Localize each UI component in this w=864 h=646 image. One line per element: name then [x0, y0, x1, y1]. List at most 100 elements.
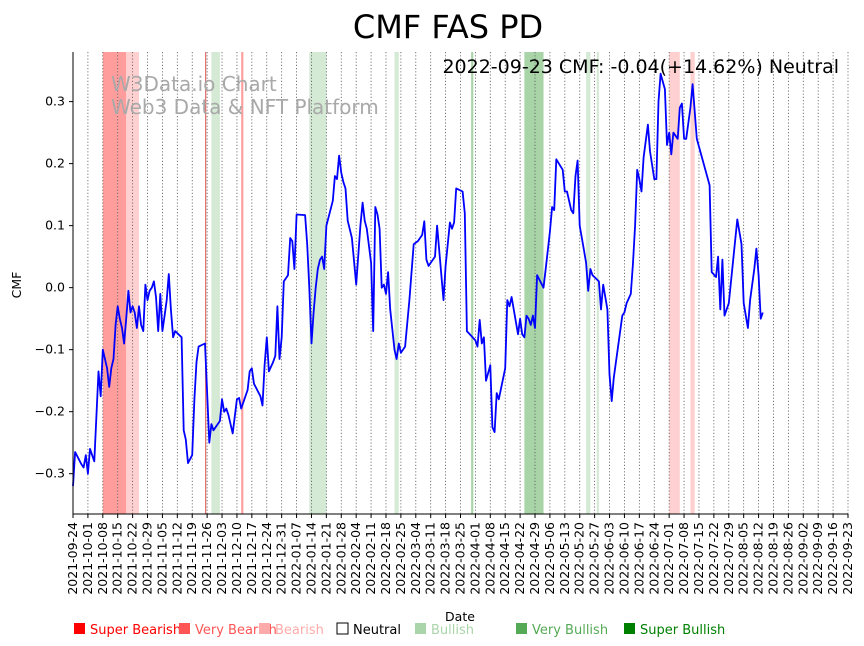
y-axis-ticks: −0.3 −0.2 −0.1 0.0 0.1 0.2 0.3 — [35, 94, 73, 481]
x-tick-label: 2022-04-22 — [512, 522, 527, 595]
signal-band-14 — [669, 52, 680, 514]
x-tick-label: 2021-10-01 — [80, 522, 95, 595]
x-tick-label: 2022-02-25 — [393, 522, 408, 595]
legend-swatch — [624, 623, 635, 634]
x-tick-label: 2022-01-28 — [333, 522, 348, 595]
y-tick-label: −0.3 — [35, 466, 65, 481]
x-tick-label: 2021-12-10 — [229, 522, 244, 595]
x-tick-label: 2021-10-22 — [125, 522, 140, 595]
x-tick-label: 2022-07-29 — [721, 522, 736, 595]
x-tick-label: 2022-08-26 — [780, 522, 795, 595]
x-tick-label: 2021-12-17 — [244, 522, 259, 595]
legend-label: Bullish — [431, 623, 474, 638]
watermark: W3Data.io Chart Web3 Data & NFT Platform — [111, 72, 379, 119]
x-tick-label: 2022-05-20 — [572, 522, 587, 595]
x-tick-label: 2022-06-17 — [631, 522, 646, 595]
x-tick-label: 2022-09-23 — [840, 522, 855, 595]
y-tick-label: 0.0 — [45, 280, 65, 295]
x-tick-label: 2022-07-15 — [691, 522, 706, 595]
x-tick-label: 2022-07-08 — [676, 522, 691, 595]
x-tick-label: 2021-11-05 — [154, 522, 169, 595]
legend-label: Super Bullish — [640, 623, 725, 638]
x-tick-label: 2021-10-15 — [110, 522, 125, 595]
latest-value-annotation: 2022-09-23 CMF: -0.04(+14.62%) Neutral — [442, 56, 839, 78]
cmf-series-line — [72, 72, 764, 487]
legend-swatch — [74, 623, 85, 634]
x-tick-label: 2022-06-03 — [602, 522, 617, 595]
signal-band-9 — [394, 52, 399, 514]
y-axis-label: CMF — [9, 272, 24, 299]
x-tick-label: 2022-03-04 — [408, 522, 423, 595]
cmf-line-layer — [72, 72, 764, 487]
signal-band-5 — [205, 52, 207, 514]
x-tick-label: 2022-01-07 — [289, 522, 304, 595]
signal-bands — [102, 52, 695, 514]
x-tick-label: 2022-02-11 — [363, 522, 378, 595]
x-tick-label: 2021-12-31 — [274, 522, 289, 595]
legend-swatch — [516, 623, 527, 634]
x-tick-label: 2022-05-13 — [557, 522, 572, 595]
signal-band-3 — [126, 52, 133, 514]
legend-label: Neutral — [353, 623, 401, 638]
signal-band-8 — [309, 52, 327, 514]
watermark-line-2: Web3 Data & NFT Platform — [111, 95, 379, 119]
signal-band-15 — [690, 52, 695, 514]
signal-band-6 — [211, 52, 220, 514]
x-tick-label: 2021-10-08 — [95, 522, 110, 595]
legend-swatch — [415, 623, 426, 634]
legend-label: Very Bullish — [532, 623, 608, 638]
x-tick-label: 2021-12-03 — [214, 522, 229, 595]
x-tick-label: 2022-01-21 — [318, 522, 333, 595]
legend-label: Bearish — [275, 623, 324, 638]
x-tick-label: 2022-04-29 — [527, 522, 542, 595]
signal-band-4 — [132, 52, 140, 514]
signal-band-10 — [471, 52, 474, 514]
legend-label: Very Bearish — [195, 623, 277, 638]
y-tick-label: 0.3 — [45, 94, 65, 109]
x-axis-ticks: 2021-09-24 2021-10-01 2021-10-08 2021-10-15… — [65, 514, 855, 595]
x-tick-label: 2021-09-24 — [65, 522, 80, 595]
legend-swatch — [336, 622, 349, 635]
signal-band-13 — [596, 52, 599, 514]
signal-band-11 — [524, 52, 544, 514]
x-tick-label: 2022-02-18 — [378, 522, 393, 595]
x-tick-label: 2022-01-14 — [303, 522, 318, 595]
x-tick-label: 2022-06-10 — [616, 522, 631, 595]
y-tick-label: 0.1 — [45, 218, 65, 233]
x-tick-label: 2022-06-24 — [646, 522, 661, 595]
x-tick-label: 2021-10-29 — [140, 522, 155, 595]
vertical-grid — [72, 52, 849, 514]
x-tick-label: 2021-11-19 — [184, 522, 199, 595]
signal-band-2 — [117, 52, 127, 514]
x-tick-label: 2022-09-09 — [810, 522, 825, 595]
x-tick-label: 2022-04-15 — [497, 522, 512, 595]
watermark-line-1: W3Data.io Chart — [111, 72, 277, 96]
x-tick-label: 2022-09-02 — [795, 522, 810, 595]
x-tick-label: 2022-08-05 — [736, 522, 751, 595]
x-tick-label: 2022-07-22 — [706, 522, 721, 595]
chart-title: CMF FAS PD — [353, 8, 543, 46]
x-tick-label: 2022-08-19 — [765, 522, 780, 595]
legend-swatch — [179, 623, 190, 634]
x-tick-label: 2021-11-26 — [199, 522, 214, 595]
x-tick-label: 2022-09-16 — [825, 522, 840, 595]
x-tick-label: 2021-12-24 — [259, 522, 274, 595]
x-tick-label: 2022-04-01 — [467, 522, 482, 595]
x-tick-label: 2022-02-04 — [348, 522, 363, 595]
signal-band-1 — [102, 52, 118, 514]
x-tick-label: 2022-05-27 — [587, 522, 602, 595]
y-tick-label: 0.2 — [45, 156, 65, 171]
x-tick-label: 2022-03-18 — [438, 522, 453, 595]
x-tick-label: 2022-05-06 — [542, 522, 557, 595]
y-tick-label: −0.2 — [35, 404, 65, 419]
x-tick-label: 2022-03-25 — [453, 522, 468, 595]
x-tick-label: 2021-11-12 — [169, 522, 184, 595]
legend-label: Super Bearish — [90, 623, 181, 638]
x-tick-label: 2022-08-12 — [751, 522, 766, 595]
signal-band-7 — [241, 52, 244, 514]
x-tick-label: 2022-07-01 — [661, 522, 676, 595]
legend-swatch — [259, 623, 270, 634]
